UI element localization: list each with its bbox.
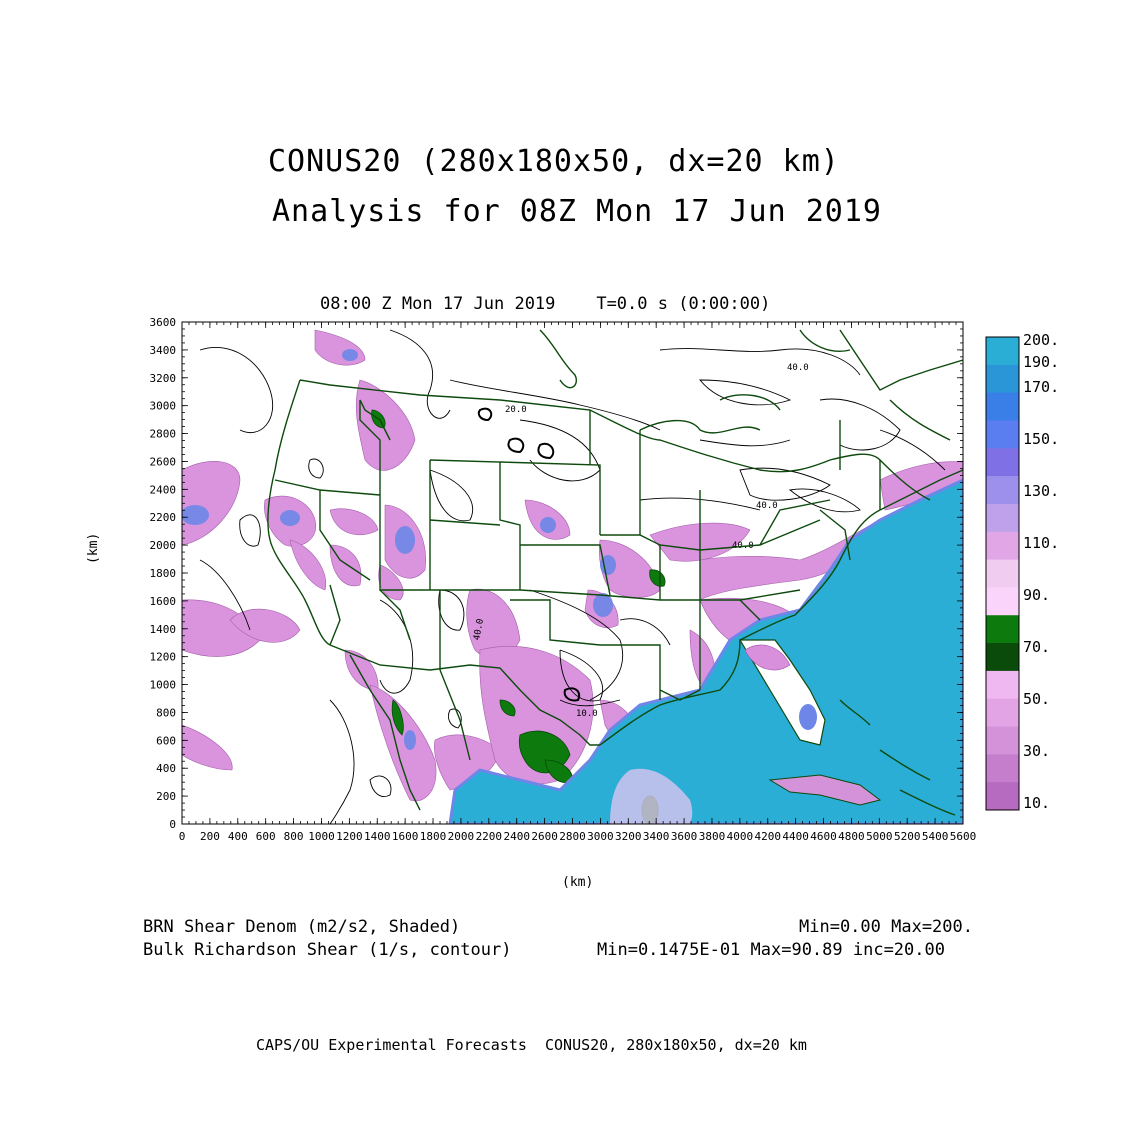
colorbar-swatch (986, 420, 1019, 449)
contour-label: 40.0 (472, 618, 486, 641)
x-tick-label: 200 (200, 830, 220, 843)
colorbar-swatch (986, 503, 1019, 533)
y-tick-label: 400 (156, 762, 176, 775)
colorbar-label: 90. (1023, 586, 1050, 604)
x-tick-label: 1000 (308, 830, 335, 843)
y-tick-label: 2600 (150, 455, 177, 468)
x-tick-label: 5200 (894, 830, 921, 843)
y-tick-label: 1600 (150, 595, 177, 608)
colorbar-labels: 10. 30. 50. 70. 90. 110. 130. 150. 170. 190. 200. (1023, 331, 1059, 812)
caption-contour-field: Bulk Richardson Shear (1/s, contour) (143, 940, 512, 960)
y-tick-label: 2200 (150, 511, 177, 524)
x-tick-label: 5000 (866, 830, 893, 843)
colorbar-label: 200. (1023, 331, 1059, 349)
caption-shaded-field: BRN Shear Denom (m2/s2, Shaded) (143, 917, 461, 937)
y-tick-label: 2400 (150, 483, 177, 496)
y-tick-label: 800 (156, 706, 176, 719)
time-label: 08:00 Z Mon 17 Jun 2019 T=0.0 s (0:00:00… (320, 294, 771, 314)
political-boundaries (267, 329, 963, 816)
colorbar-label: 70. (1023, 638, 1050, 656)
y-tick-label: 3000 (150, 400, 177, 413)
colorbar-swatch (986, 392, 1019, 421)
x-tick-label: 2200 (476, 830, 503, 843)
colorbar-swatch (986, 587, 1019, 616)
colorbar-swatch (986, 643, 1019, 672)
contour-label: 20.0 (505, 405, 527, 415)
y-tick-label: 1800 (150, 567, 177, 580)
colorbar-swatch (986, 698, 1019, 728)
x-tick-label: 0 (179, 830, 186, 843)
map-plot-area: 40.0 20.0 40.0 40.0 10.0 40.0 (182, 322, 963, 824)
x-tick-label: 1600 (392, 830, 419, 843)
footer-credit: CAPS/OU Experimental Forecasts CONUS20, … (256, 1036, 807, 1054)
colorbar-label: 190. (1023, 353, 1059, 371)
colorbar-label: 30. (1023, 742, 1050, 760)
colorbar (985, 336, 1020, 811)
x-tick-label: 3200 (615, 830, 642, 843)
x-tick-label: 1200 (336, 830, 363, 843)
colorbar-label: 50. (1023, 690, 1050, 708)
colorbar-swatch (986, 615, 1019, 644)
x-tick-label: 4200 (755, 830, 782, 843)
y-tick-label: 3400 (150, 344, 177, 357)
y-tick-label: 600 (156, 734, 176, 747)
colorbar-frame (985, 336, 1020, 811)
x-tick-label: 4800 (838, 830, 865, 843)
y-tick-label: 2000 (150, 539, 177, 552)
caption-shaded-range: Min=0.00 Max=200. (799, 917, 973, 937)
colorbar-swatch (986, 448, 1019, 477)
contour-label: 10.0 (576, 709, 598, 719)
y-tick-label: 2800 (150, 428, 177, 441)
x-tick-label: 4400 (782, 830, 809, 843)
x-tick-label: 3400 (643, 830, 670, 843)
colorbar-swatch (986, 670, 1019, 700)
contour-label: 40.0 (756, 501, 778, 511)
colorbar-swatch (986, 337, 1019, 366)
x-tick-label: 2800 (559, 830, 586, 843)
y-tick-label: 1200 (150, 651, 177, 664)
y-axis: 0 200 400 600 800 1000 1200 1400 1600 1800 2000 220… (150, 316, 177, 831)
x-tick-label: 4600 (810, 830, 837, 843)
colorbar-swatch (986, 726, 1019, 755)
x-axis: 0 200 400 600 800 1000 1200 1400 1600 1800 2000 220… (179, 830, 977, 843)
colorbar-label: 150. (1023, 430, 1059, 448)
y-tick-label: 3600 (150, 316, 177, 329)
y-tick-label: 1400 (150, 623, 177, 636)
y-axis-title: (km) (86, 532, 101, 564)
x-tick-label: 5600 (950, 830, 977, 843)
x-tick-label: 2600 (531, 830, 558, 843)
colorbar-swatch (986, 476, 1019, 505)
x-tick-label: 3800 (699, 830, 726, 843)
y-tick-label: 0 (169, 818, 176, 831)
x-tick-label: 800 (284, 830, 304, 843)
x-tick-label: 400 (228, 830, 248, 843)
colorbar-swatch (986, 782, 1019, 811)
x-tick-label: 5400 (922, 830, 949, 843)
colorbar-swatch (986, 559, 1019, 588)
x-tick-label: 3600 (671, 830, 698, 843)
y-tick-label: 3200 (150, 372, 177, 385)
colorbar-label: 130. (1023, 482, 1059, 500)
x-tick-label: 2400 (503, 830, 530, 843)
colorbar-swatch (986, 364, 1019, 394)
contour-label: 40.0 (787, 363, 809, 373)
caption-contour-range: Min=0.1475E-01 Max=90.89 inc=20.00 (597, 940, 945, 960)
colorbar-label: 110. (1023, 534, 1059, 552)
x-tick-label: 600 (256, 830, 276, 843)
colorbar-label: 170. (1023, 378, 1059, 396)
x-tick-label: 4000 (727, 830, 754, 843)
x-tick-label: 3000 (587, 830, 614, 843)
y-tick-label: 200 (156, 790, 176, 803)
x-tick-label: 1800 (420, 830, 447, 843)
x-axis-title: (km) (562, 875, 594, 890)
main-title-line1: CONUS20 (280x180x50, dx=20 km) (268, 144, 840, 179)
x-tick-label: 1400 (364, 830, 391, 843)
colorbar-swatch (986, 531, 1019, 561)
x-tick-label: 2000 (448, 830, 475, 843)
y-tick-label: 1000 (150, 679, 177, 692)
colorbar-swatch (986, 754, 1019, 783)
colorbar-label: 10. (1023, 794, 1050, 812)
main-title-line2: Analysis for 08Z Mon 17 Jun 2019 (272, 194, 882, 229)
